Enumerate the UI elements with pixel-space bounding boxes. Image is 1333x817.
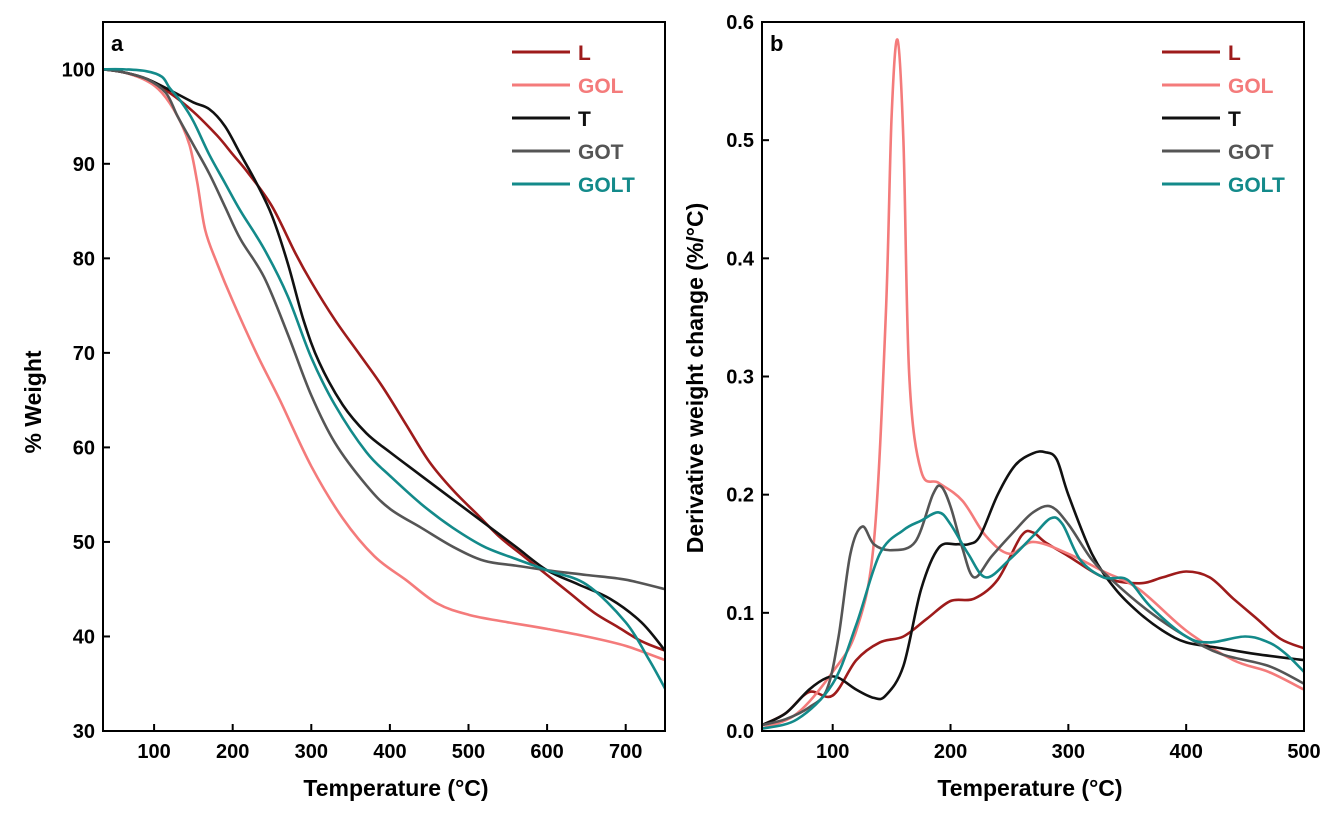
panel-a-series-golt — [104, 67, 664, 690]
panel-b-ytick-label: 0.2 — [726, 485, 754, 507]
panel-a-ytick-label: 50 — [73, 532, 95, 554]
panel-a-legend-label-golt: GOLT — [578, 174, 635, 197]
panel-b-xlabel: Temperature (°C) — [937, 775, 1122, 801]
panel-a-ylabel: % Weight — [20, 350, 46, 453]
panel-a-xlabel: Temperature (°C) — [303, 775, 488, 801]
panel-b-legend-label-got: GOT — [1228, 141, 1274, 164]
panel-b-series-t — [763, 450, 1303, 727]
panel-a-series-got — [104, 68, 664, 591]
panel-a-legend-label-got: GOT — [578, 141, 624, 164]
panel-b-ytick-label: 0.6 — [726, 12, 754, 34]
panel-a-xtick-label: 400 — [373, 741, 406, 763]
panel-a-ytick-label: 30 — [73, 721, 95, 743]
panel-b-legend-label-t: T — [1228, 108, 1241, 131]
panel-b-xtick-label: 100 — [816, 741, 849, 763]
panel-b-series-golt — [763, 511, 1303, 730]
panel-b-ytick-label: 0.0 — [726, 721, 754, 743]
panel-a-ytick-label: 90 — [73, 154, 95, 176]
panel-a-plot-area: 100 200 300 400 500 600 700 30 40 50 60 70 80 90 100 a L… — [62, 21, 666, 763]
panel-b-legend-label-golt: GOLT — [1228, 174, 1285, 197]
panel-b-label: b — [770, 31, 783, 56]
panel-b-xtick-label: 500 — [1287, 741, 1320, 763]
panel-b-ylabel: Derivative weight change (%/°C) — [682, 203, 708, 553]
panel-b-xtick-label: 200 — [934, 741, 967, 763]
panel-b-series-l — [763, 529, 1303, 727]
panel-b-legend-label-gol: GOL — [1228, 75, 1274, 98]
panel-a-label: a — [111, 31, 124, 56]
panel-a-legend-label-gol: GOL — [578, 75, 624, 98]
panel-a-xtick-label: 700 — [609, 741, 642, 763]
panel-a-xtick-label: 600 — [530, 741, 563, 763]
panel-b-series-gol — [763, 38, 1303, 730]
panel-b-xtick-label: 400 — [1169, 741, 1202, 763]
panel-b-ytick-label: 0.3 — [726, 367, 754, 389]
panel-b-xtick-label: 300 — [1052, 741, 1085, 763]
panel-a-ytick-label: 100 — [62, 59, 95, 81]
panel-a-xtick-label: 300 — [295, 741, 328, 763]
panel-b-ytick-label: 0.4 — [726, 248, 755, 270]
panel-a-axes-frame — [102, 21, 666, 732]
panel-a-ytick-label: 80 — [73, 248, 95, 270]
panel-a-series-l — [104, 68, 664, 652]
panel-a-ytick-label: 70 — [73, 343, 95, 365]
panel-a-ytick-label: 40 — [73, 626, 95, 648]
panel-b-axes-frame — [761, 21, 1305, 732]
panel-a-legend-label-t: T — [578, 108, 591, 131]
panel-a-weight-loss-chart: % Weight Temperature (°C) 100 200 300 400 50… — [20, 21, 666, 801]
panel-a-ytick-label: 60 — [73, 437, 95, 459]
panel-a-xtick-label: 500 — [452, 741, 485, 763]
panel-b-ytick-label: 0.5 — [726, 130, 754, 152]
panel-a-xtick-label: 100 — [137, 741, 170, 763]
panel-b-plot-area: 100 200 300 400 500 0.0 0.1 0.2 0.3 0.4 0.5 0.6 b L GO… — [726, 12, 1321, 763]
panel-b-legend-label-l: L — [1228, 42, 1241, 65]
panel-b-series-got — [763, 484, 1303, 727]
panel-a-xtick-label: 200 — [216, 741, 249, 763]
panel-a-legend-label-l: L — [578, 42, 591, 65]
panel-b-derivative-chart: Derivative weight change (%/°C) Temperat… — [682, 12, 1321, 801]
panel-b-ytick-label: 0.1 — [726, 603, 754, 625]
